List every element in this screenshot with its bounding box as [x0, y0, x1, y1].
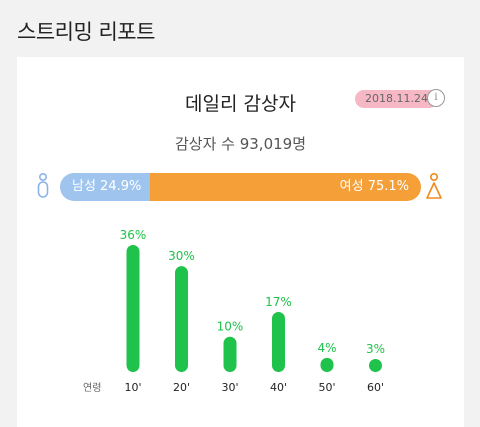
- age-value-label-5: 3%: [366, 342, 385, 356]
- age-bar-4: [320, 357, 334, 372]
- age-tick-label-4: 50': [318, 381, 335, 394]
- male-share-segment: [60, 173, 150, 201]
- age-tick-label-5: 60': [367, 381, 384, 394]
- female-share-label: 여성 75.1%: [339, 179, 409, 194]
- info-icon[interactable]: i: [427, 89, 445, 107]
- male-share-label: 남성 24.9%: [72, 179, 142, 194]
- age-value-label-0: 36%: [120, 228, 147, 242]
- age-tick-label-2: 30': [221, 381, 238, 394]
- female-share-segment: [149, 173, 421, 201]
- page-title: 스트리밍 리포트: [17, 20, 155, 44]
- male-person-icon: [37, 173, 49, 198]
- age-value-label-2: 10%: [217, 320, 244, 334]
- age-bar-3: [272, 312, 285, 372]
- age-bar-5: [369, 359, 382, 372]
- date-label: 2018.11.24: [355, 90, 438, 108]
- age-tick-label-3: 40': [270, 381, 287, 394]
- age-bar-0: [126, 245, 140, 372]
- card-title: 데일리 감상자: [185, 93, 296, 115]
- female-person-icon: [426, 173, 442, 199]
- age-value-label-3: 17%: [265, 295, 292, 309]
- age-tick-label-1: 20': [173, 381, 190, 394]
- daily-listeners-card: 데일리 감상자 2018.11.24 i 감상자 수 93,019명 남성 24…: [17, 57, 464, 427]
- age-tick-label-0: 10': [124, 381, 141, 394]
- viewers-count: 감상자 수 93,019명: [174, 135, 307, 153]
- age-bar-2: [223, 336, 237, 372]
- x-axis-label: 연령: [83, 382, 101, 394]
- age-value-label-4: 4%: [317, 341, 336, 355]
- gender-ratio-bar: 남성 24.9% 여성 75.1%: [60, 173, 421, 201]
- age-value-label-1: 30%: [168, 249, 195, 263]
- age-bar-1: [175, 266, 188, 372]
- age-distribution-chart: 연령 36% 10' 30% 20' 10% 30' 17% 40' 4% 50' 3% 60': [83, 228, 385, 394]
